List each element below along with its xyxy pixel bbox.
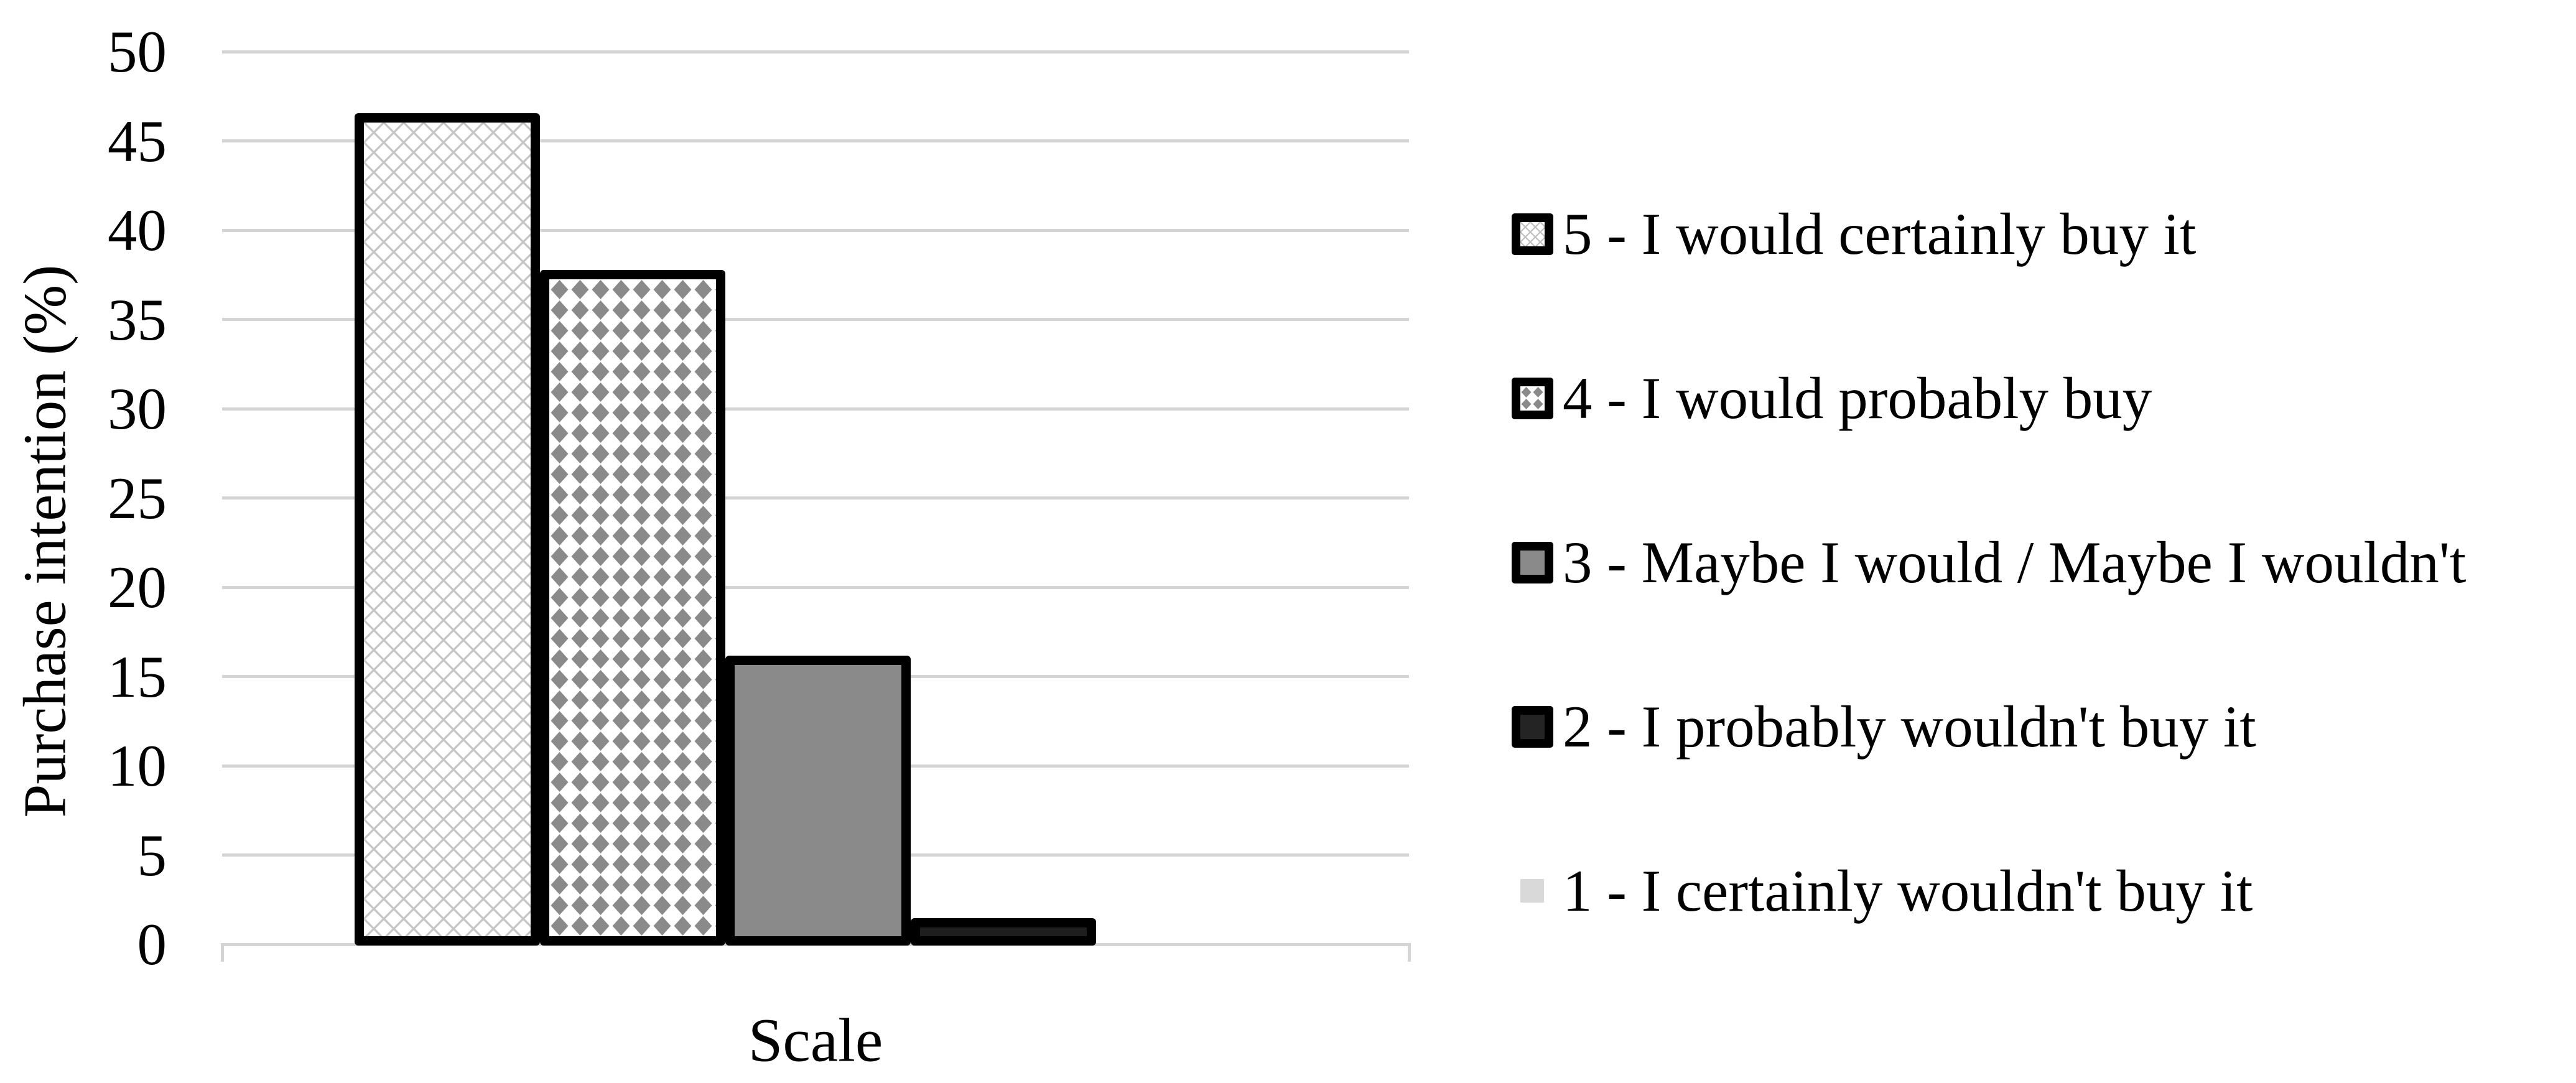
legend-label: 4 - I would probably buy [1563,365,2152,431]
bar-series-4 [540,270,725,946]
y-tick-label-15: 15 [108,643,167,710]
legend-swatch-gray-icon [1512,541,1553,583]
gridline-y35 [222,318,1409,321]
legend-swatch-black-icon [1512,705,1553,748]
y-tick-label-40: 40 [108,197,167,263]
gridline-y45 [222,139,1409,142]
gridline-y50 [222,50,1409,53]
y-tick-label-10: 10 [108,733,167,799]
x-axis-tick-right [1407,942,1411,962]
gray-diamonds-fill [549,279,716,936]
y-tick-label-50: 50 [108,19,167,85]
y-tick-label-20: 20 [108,554,167,620]
y-tick-label-0: 0 [137,911,167,977]
y-tick-label-5: 5 [137,822,167,888]
x-axis-title: Scale [748,1005,883,1075]
legend-swatch-diamonds-icon [1512,377,1553,419]
gridline-y20 [222,585,1409,589]
legend-swatch-crosshatch-icon [1512,213,1553,255]
y-axis-title: Purchase intention (%) [11,264,78,818]
bar-series-3 [725,656,911,946]
gridline-y30 [222,407,1409,411]
x-axis-tick-left [220,942,224,962]
y-tick-label-30: 30 [108,376,167,442]
legend-label: 1 - I certainly wouldn't buy it [1563,858,2253,924]
legend-label: 5 - I would certainly buy it [1563,201,2197,267]
legend-swatch-lightgray-icon [1520,879,1544,903]
y-tick-label-45: 45 [108,108,167,174]
y-tick-label-25: 25 [108,465,167,531]
diagonal-crosshatch-fill [364,123,531,936]
legend-label: 2 - I probably wouldn't buy it [1563,694,2256,760]
legend-label: 3 - Maybe I would / Maybe I wouldn't [1563,529,2467,595]
gridline-y25 [222,496,1409,500]
bar-series-5 [355,113,540,946]
y-tick-label-35: 35 [108,286,167,353]
bar-series-2 [911,918,1096,946]
gridline-y40 [222,228,1409,232]
